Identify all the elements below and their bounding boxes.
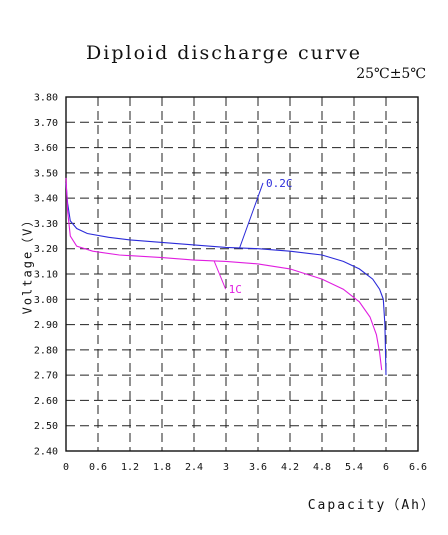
y-tick-label: 3.80: [34, 93, 58, 104]
x-tick-label: 2.4: [185, 462, 203, 473]
annotation-label: 1C: [229, 283, 242, 296]
series-line-1C: [65, 177, 383, 371]
y-tick-label: 3.40: [34, 194, 58, 205]
x-tick-label: 1.2: [121, 462, 139, 473]
y-tick-label: 2.60: [34, 396, 58, 407]
y-tick-label: 3.20: [34, 244, 58, 255]
x-tick-label: 3.6: [249, 462, 267, 473]
x-tick-label: 1.8: [153, 462, 171, 473]
chart-title: Diploid discharge curve: [86, 42, 362, 64]
y-tick-label: 2.50: [34, 421, 58, 432]
y-tick-label: 3.00: [34, 295, 58, 306]
series-line-0_2C: [65, 182, 387, 376]
annotation-leader-line: [213, 261, 227, 290]
y-tick-label: 2.70: [34, 371, 58, 382]
x-tick-label: 4.2: [281, 462, 299, 473]
x-tick-label: 0: [63, 462, 69, 473]
y-tick-label: 3.10: [34, 270, 58, 281]
x-tick-label: 3: [223, 462, 229, 473]
x-tick-label: 6: [383, 462, 389, 473]
annotation-leader-line: [238, 182, 264, 249]
x-tick-label: 5.4: [345, 462, 363, 473]
y-tick-label: 2.40: [34, 447, 58, 458]
x-axis-label: Capacity（Ah）: [307, 498, 436, 513]
y-tick-label: 2.80: [34, 345, 58, 356]
y-tick-label: 3.30: [34, 219, 58, 230]
y-tick-label: 3.60: [34, 143, 58, 154]
x-tick-label: 6.6: [409, 462, 427, 473]
x-tick-label: 4.8: [313, 462, 331, 473]
plot-frame: [65, 96, 419, 452]
x-tick-label: 0.6: [89, 462, 107, 473]
y-tick-label: 3.50: [34, 168, 58, 179]
annotation-label: 0.2C: [266, 177, 293, 190]
y-tick-label: 2.90: [34, 320, 58, 331]
y-tick-label: 3.70: [34, 118, 58, 129]
chart-subtitle: 25℃±5℃: [356, 66, 426, 82]
